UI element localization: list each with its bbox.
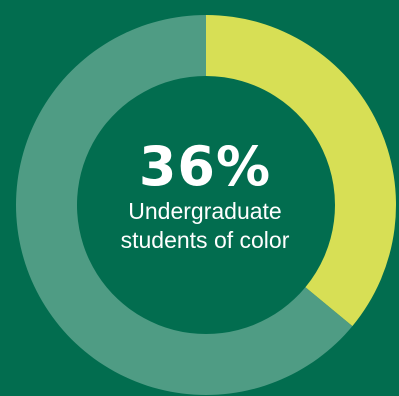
label-line-2: students of color xyxy=(120,227,290,253)
percentage-value: 36% xyxy=(138,135,272,198)
center-label: 36% Undergraduate students of color xyxy=(100,138,310,254)
slice-remainder xyxy=(16,15,353,396)
donut-slices xyxy=(16,15,396,396)
slice-highlight xyxy=(206,15,396,327)
label-line-1: Undergraduate xyxy=(128,198,282,224)
